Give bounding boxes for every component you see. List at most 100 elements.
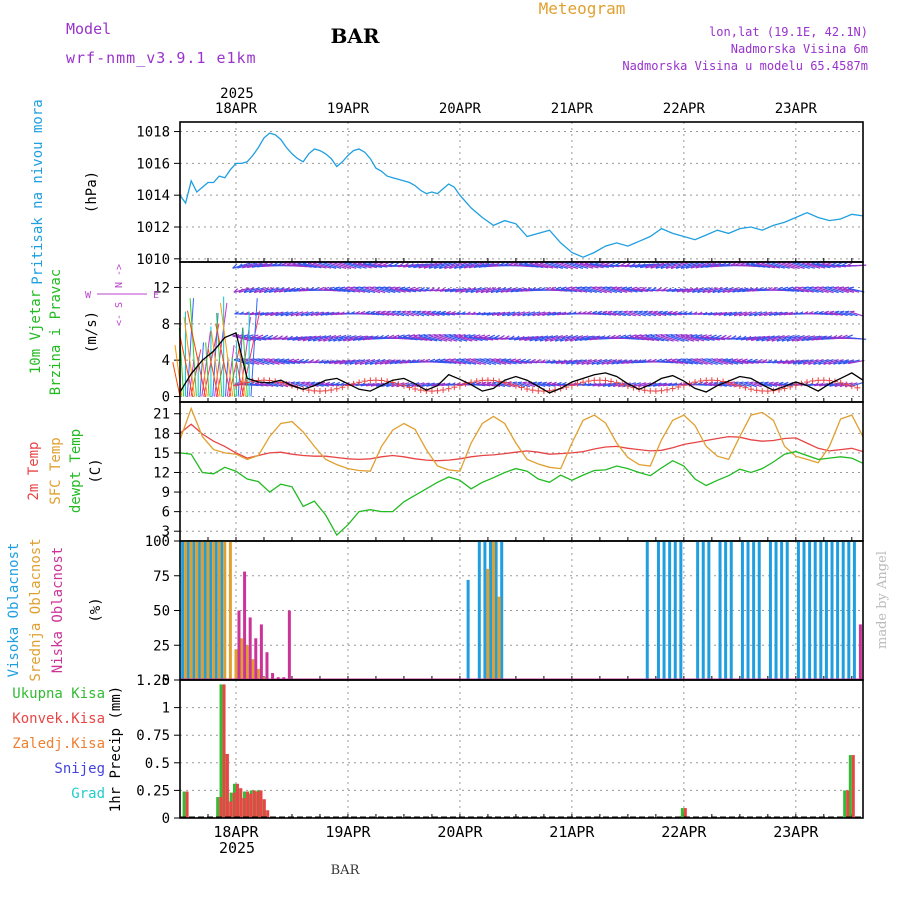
wind-arrow [797,287,814,293]
y-tick-label: 0 [162,390,170,406]
wind-arrow-head [797,360,803,365]
wind-arrow-head [635,334,642,337]
wind-arrow-head [545,359,551,364]
wind-arrow-head [397,334,405,338]
wind-arrow-head [451,310,456,314]
wind-arrow-head [444,287,450,293]
wind-arrow-head [404,286,411,290]
pressure-border [179,121,864,263]
wind-arrow-head [815,335,822,341]
wind-arrow [626,288,643,293]
y-tick-label: 21 [153,407,170,423]
wind-arrow-head [315,312,320,316]
wind-arrow [471,383,486,387]
wind-arrow [690,335,710,342]
y-axis-label: Brzina i Pravac [48,269,64,395]
wind-arrow-head [261,334,269,339]
precip-border [179,679,864,819]
wind-arrow-head [323,359,329,364]
wind-arrow-head [334,359,339,365]
wind-arrow [806,335,826,342]
wind-arrow-head [717,288,722,293]
wind-arrow [426,311,440,317]
wind-arrow [305,382,319,388]
wind-arrow-head [473,334,481,338]
precip-legend-item: Grad [71,786,105,802]
wind-arrow-head [470,358,477,361]
wind-arrow [650,262,670,269]
cloud-bar-cloud_high [824,541,828,680]
wind-arrow-head [720,334,727,339]
y-tick-label: 4 [162,353,170,369]
wind-arrow [732,359,749,365]
wind-arrow-head [741,287,748,293]
y-tick-label: 75 [153,569,170,585]
wind-arrow [313,335,332,342]
wind-arrow [848,359,865,365]
wind-arrow [455,359,472,365]
wind-arrow-head [382,334,390,339]
wind-arrow-head [409,286,416,290]
cloud-bar-cloud_high [489,541,493,680]
wind-arrow-head [369,360,375,365]
wind-arrow-head [507,381,513,384]
wind-arrow-head [517,312,521,317]
wind-arrow-head [413,263,419,269]
wind-arrow [444,262,463,270]
y-tick-label: 18 [153,426,170,442]
wind-arrow-head [824,382,829,387]
wind-arrow-head [285,312,290,317]
wind-arrow [550,334,568,342]
wind-arrow-head [653,310,659,313]
wind-arrow-head [290,312,295,317]
wind-arrow-head [624,262,631,268]
wind-arrow [665,334,684,342]
precip-bar-precip_total [843,790,847,818]
wind-arrow-head [318,359,324,364]
wind-arrow-head [571,286,577,289]
wind-arrow-head [261,262,268,268]
wind-arrow-head [238,288,244,293]
wind-arrow [705,263,725,268]
wind-arrow [254,382,269,387]
wind-arrow-head [389,286,396,289]
wind-arrow-head [702,311,708,316]
wind-arrow-head [666,333,673,337]
wind-arrow [307,262,327,269]
wind-arrow-head [629,334,637,338]
cloud-bar-cloud_mid [256,668,260,680]
wind-arrow-head [500,288,506,293]
wind-arrow-head [732,358,739,361]
wind-arrow [449,262,468,270]
wind-arrow-head [500,358,507,361]
wind-arrow-head [708,381,714,384]
wind-arrow-head [601,360,606,365]
wind-arrow-head [488,262,495,268]
wind-arrow-head [414,286,421,291]
wind-arrow-head [813,310,819,314]
wind-arrow-head [490,358,497,361]
wind-arrow-head [660,333,668,337]
wind-arrow [687,359,703,365]
wind-arrow-head [308,287,314,291]
wind-arrow-head [473,263,480,269]
cloud-bar-cloud_high [774,541,778,680]
wind-arrow [786,262,805,270]
wind-arrow-head [746,287,753,292]
wind-arrow-head [725,262,732,267]
wind-arrow-head [501,312,506,317]
cloud-bar-cloud_high [701,541,705,680]
wind-arrow-head [561,381,567,385]
wind-arrow [338,262,357,270]
cloud-bar-cloud_high [813,541,817,680]
panel-cloud: 0 25 50 75 100 Visoka Oblacnost Srednja Oblacn… [6,534,863,689]
wind-arrow [384,287,401,293]
wind-arrow-head [308,359,314,363]
cloud-bar-cloud_low [287,610,291,680]
wind-arrow-head [670,263,676,269]
wind-arrow-head [263,288,269,293]
wind-arrow-head [280,312,285,317]
wind-arrow-head [295,312,300,317]
wind-arrow-head [574,336,580,342]
wind-arrow-head [354,360,359,365]
